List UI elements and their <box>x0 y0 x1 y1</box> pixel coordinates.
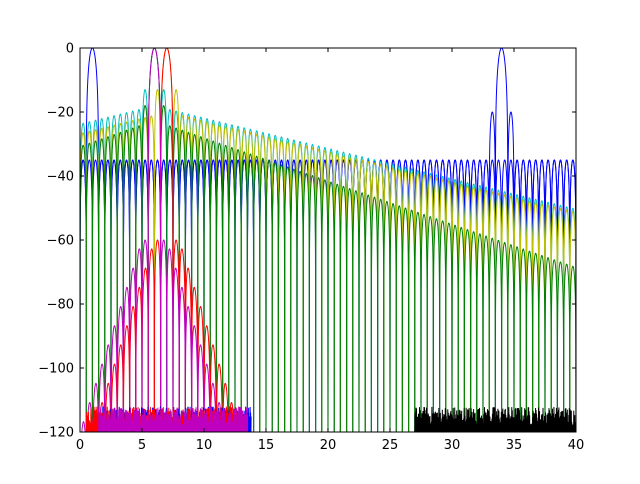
series-line-9 <box>98 406 249 432</box>
y-tick-label: 0 <box>66 42 74 57</box>
series-line-5 <box>93 48 240 432</box>
y-tick-label: −120 <box>38 426 74 441</box>
x-tick-label: 25 <box>382 438 399 453</box>
series-line-2 <box>80 48 576 432</box>
series-line-1 <box>80 48 576 432</box>
x-tick-label: 0 <box>76 438 84 453</box>
x-tick-label: 10 <box>196 438 213 453</box>
y-tick-label: −40 <box>47 170 74 185</box>
y-tick-label: −60 <box>47 234 74 249</box>
tick-labels: 0 5 10 15 20 25 30 35 40 0 −20 −40 −60 −80 −100 −120 <box>38 42 584 454</box>
x-tick-label: 15 <box>258 438 275 453</box>
series-line-10 <box>414 406 576 432</box>
x-tick-label: 35 <box>506 438 523 453</box>
series-layer <box>80 48 576 432</box>
y-tick-label: −20 <box>47 106 74 121</box>
y-tick-label: −100 <box>38 362 74 377</box>
series-line-6 <box>81 48 228 432</box>
x-tick-label: 30 <box>444 438 461 453</box>
x-tick-label: 5 <box>138 438 146 453</box>
series-line-4 <box>80 48 576 432</box>
ticks <box>79 47 577 433</box>
x-tick-label: 40 <box>568 438 585 453</box>
x-tick-label: 20 <box>320 438 337 453</box>
y-tick-label: −80 <box>47 298 74 313</box>
